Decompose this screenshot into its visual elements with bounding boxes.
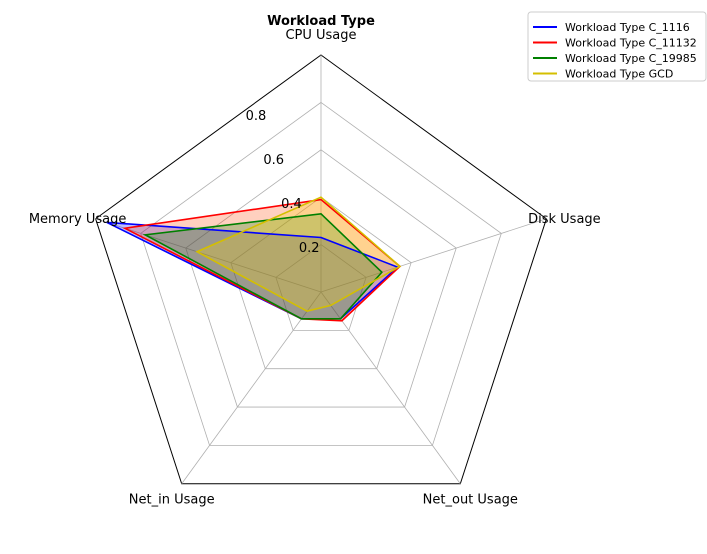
legend-label: Workload Type C_1116	[565, 21, 690, 34]
axis-label: CPU Usage	[285, 28, 356, 43]
axis-label: Net_out Usage	[423, 493, 518, 508]
grid-ring	[140, 101, 502, 446]
axis-label: Disk Usage	[528, 212, 601, 227]
grid-spoke	[95, 218, 322, 293]
axis-label: Memory Usage	[29, 212, 127, 227]
legend-box	[527, 11, 707, 82]
legend-label: Workload Type C_19985	[565, 52, 697, 65]
radar-outer-frame	[95, 54, 547, 485]
series-line	[142, 212, 383, 320]
grid-ring	[230, 196, 412, 370]
legend-items: Workload Type C_1116 Workload Type C_1113…	[533, 21, 697, 81]
grid-ring	[185, 149, 457, 408]
radial-tick-label: 0.2	[299, 241, 320, 256]
grid-ring	[275, 244, 367, 331]
series-area	[197, 197, 400, 312]
legend: Workload Type C_1116 Workload Type C_1113…	[527, 11, 707, 82]
series-area	[145, 213, 382, 319]
radar-series	[106, 196, 402, 322]
axis-label: Net_in Usage	[129, 493, 215, 508]
radar-grid	[95, 54, 547, 485]
legend-label: Workload Type C_11132	[565, 37, 697, 50]
radial-tick-label: 0.6	[263, 153, 284, 168]
radial-tick-label: 0.8	[246, 109, 267, 124]
radial-tick-label: 0.4	[281, 197, 302, 212]
series-line	[195, 196, 402, 313]
chart-title: Workload Type	[267, 14, 375, 29]
axis-labels: CPU Usage Disk Usage Net_out Usage Net_in U…	[29, 28, 601, 508]
radial-tick-labels: 0.2 0.4 0.6 0.8	[246, 109, 320, 256]
grid-spoke	[181, 291, 322, 484]
grid-spoke	[320, 291, 461, 484]
legend-label: Workload Type GCD	[565, 68, 673, 81]
grid-spoke	[320, 218, 547, 293]
series-area	[106, 222, 398, 319]
